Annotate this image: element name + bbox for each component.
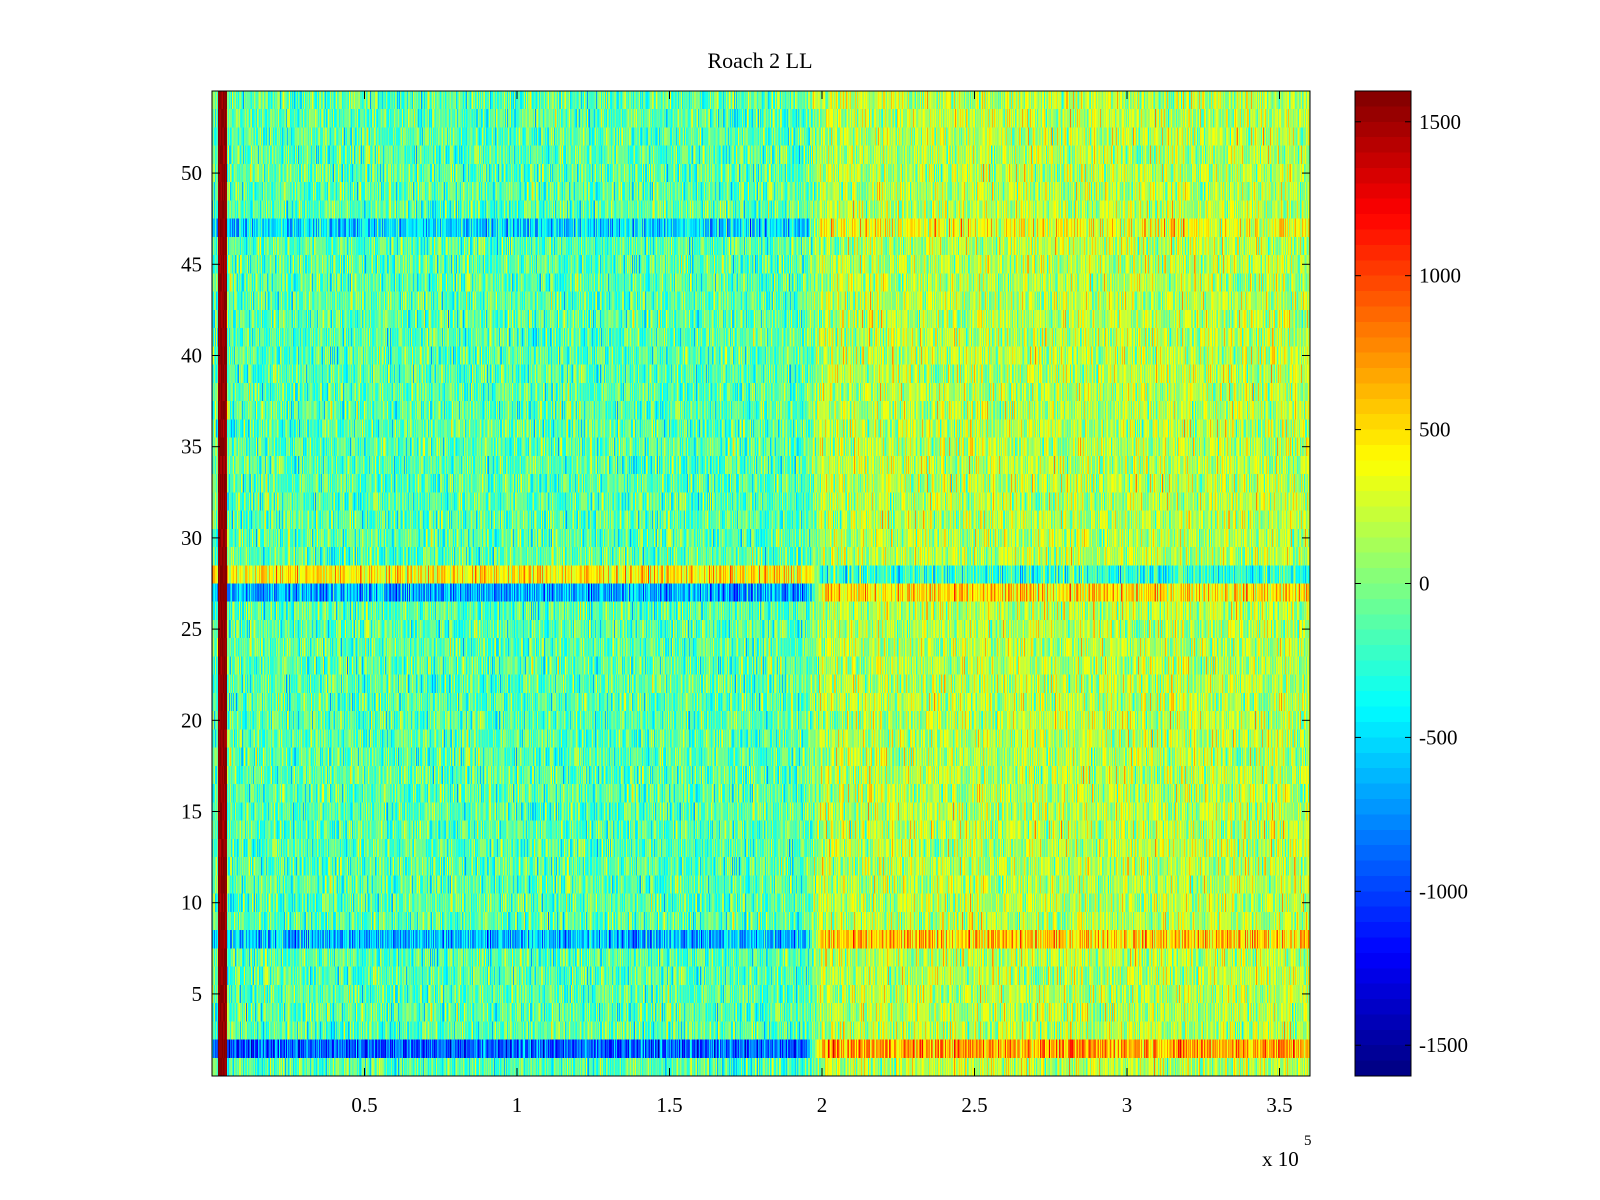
y-tick-label: 15 [181,800,202,824]
x-exponent-label: x 10 [1262,1147,1299,1171]
x-tick-label: 2 [817,1093,828,1117]
y-tick-label: 40 [181,343,202,367]
y-tick-label: 5 [192,982,203,1006]
colorbar-gradient [1355,91,1411,1076]
x-tick-label: 3 [1122,1093,1133,1117]
plot-frame [211,90,1311,1077]
heatmap-plot-area [212,91,1310,1076]
heatmap-image [212,91,1310,1076]
x-tick-label: 1.5 [656,1093,682,1117]
x-tick-label: 1 [512,1093,523,1117]
colorbar-tick-label: -1000 [1419,879,1468,903]
colorbar-ticks: 1500 1000 500 0 -500 -1000 -1500 [1355,110,1468,1057]
x-tick-label: 0.5 [351,1093,377,1117]
colorbar-tick-label: 500 [1419,418,1451,442]
y-tick-label: 20 [181,708,202,732]
y-tick-label: 45 [181,252,202,276]
colorbar-tick-label: 1500 [1419,110,1461,134]
colorbar-tick-label: 1000 [1419,264,1461,288]
y-tick-label: 50 [181,161,202,185]
x-axis: 0.5 1 1.5 2 2.5 3 3.5 [351,91,1293,1117]
colorbar: 1500 1000 500 0 -500 -1000 -1500 [1354,90,1468,1077]
y-tick-label: 25 [181,617,202,641]
y-tick-label: 30 [181,526,202,550]
colorbar-tick-label: -1500 [1419,1033,1468,1057]
x-tick-label: 2.5 [961,1093,987,1117]
y-axis: 5 10 15 20 25 30 35 40 45 50 [181,161,1310,1006]
colorbar-tick-label: 0 [1419,572,1430,596]
chart-title: Roach 2 LL [707,48,812,73]
x-tick-label: 3.5 [1266,1093,1292,1117]
colorbar-tick-label: -500 [1419,725,1458,749]
y-tick-label: 10 [181,891,202,915]
y-tick-label: 35 [181,435,202,459]
x-exponent-power: 5 [1304,1133,1312,1149]
